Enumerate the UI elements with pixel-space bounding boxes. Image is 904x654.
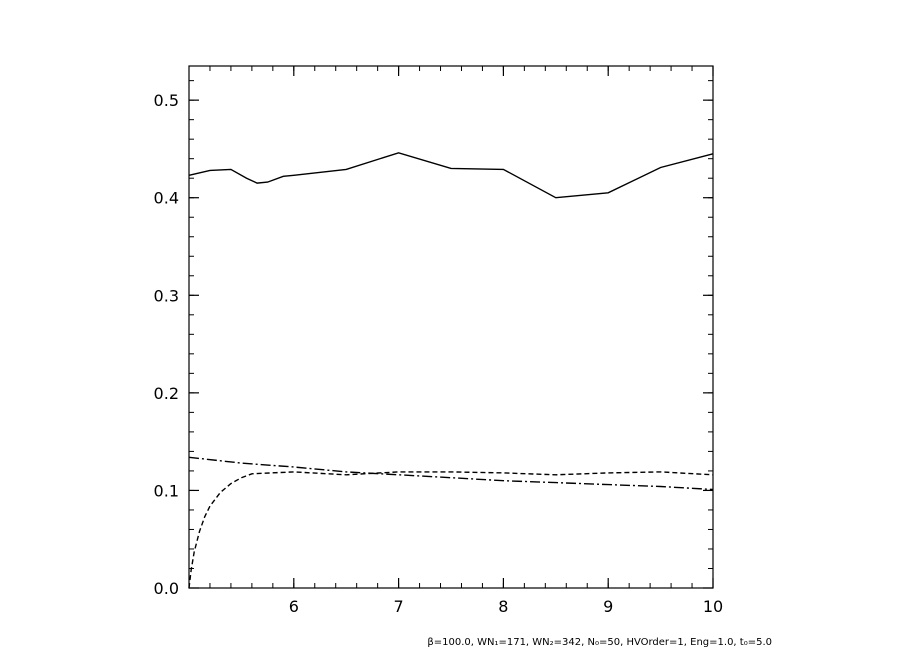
x-tick-label: 8 [498,597,508,616]
plot-frame [188,65,714,589]
series-layer [188,152,714,589]
parameter-footnote: β=100.0, WN₁=171, WN₂=342, N₀=50, HVOrde… [427,637,772,648]
y-tick-label: 0.0 [154,579,179,598]
y-tick-label: 0.3 [154,286,179,305]
y-tick-label: 0.1 [154,481,179,500]
y-tick-label: 0.5 [154,91,179,110]
x-tick-label: 9 [603,597,613,616]
x-tick-label: 7 [394,597,404,616]
y-tick-label: 0.2 [154,384,179,403]
series-line-solid [188,152,714,199]
x-tick-label: 6 [289,597,299,616]
y-tick-label: 0.4 [154,189,179,208]
series-line-dashed [188,471,714,589]
series-line-dashdot [188,456,714,491]
x-tick-label: 10 [703,597,723,616]
ticks-layer [189,66,714,589]
labels-layer: 6 7 8 9 10 0.0 0.1 0.2 0.3 0.4 0.5 [154,91,724,616]
